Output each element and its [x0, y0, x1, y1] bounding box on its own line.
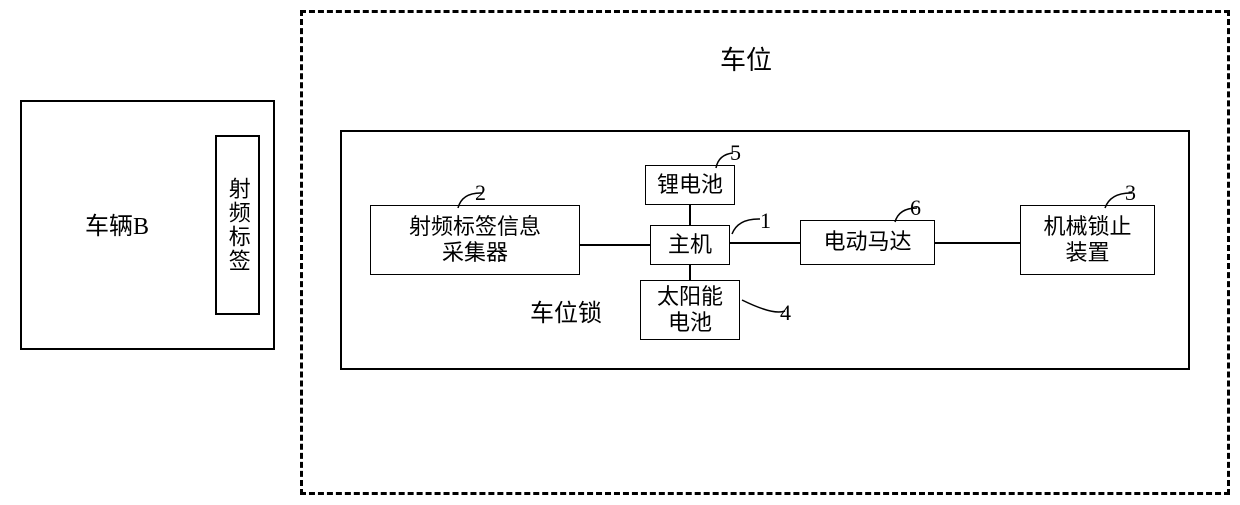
ref-4: 4: [780, 300, 791, 326]
rfid-tag-box: 射频标签: [215, 135, 260, 315]
rfid-collector-node: 射频标签信息采集器: [370, 205, 580, 275]
host-node: 主机: [650, 225, 730, 265]
ref-3: 3: [1125, 180, 1136, 206]
mechanical-lock-node: 机械锁止装置: [1020, 205, 1155, 275]
electric-motor-node: 电动马达: [800, 220, 935, 265]
ref-1: 1: [760, 208, 771, 234]
ref-6: 6: [910, 195, 921, 221]
connector: [580, 244, 650, 246]
ref-2: 2: [475, 180, 486, 206]
diagram-stage: 车辆B 射频标签 车位车位锁 射频标签信息采集器 锂电池主机太阳能电池 电动马达 机械锁止装…: [0, 0, 1240, 505]
rfid-tag-label: 射频标签: [224, 177, 250, 273]
parking-lock-label: 车位锁: [530, 300, 602, 329]
solar-cell-node: 太阳能电池: [640, 280, 740, 340]
vehicle-b-label: 车辆B: [85, 213, 149, 242]
connector: [689, 205, 691, 225]
connector: [689, 265, 691, 280]
parking-space-label: 车位: [720, 45, 772, 76]
ref-5: 5: [730, 140, 741, 166]
connector: [730, 242, 800, 244]
lithium-battery-node: 锂电池: [645, 165, 735, 205]
connector: [935, 242, 1020, 244]
